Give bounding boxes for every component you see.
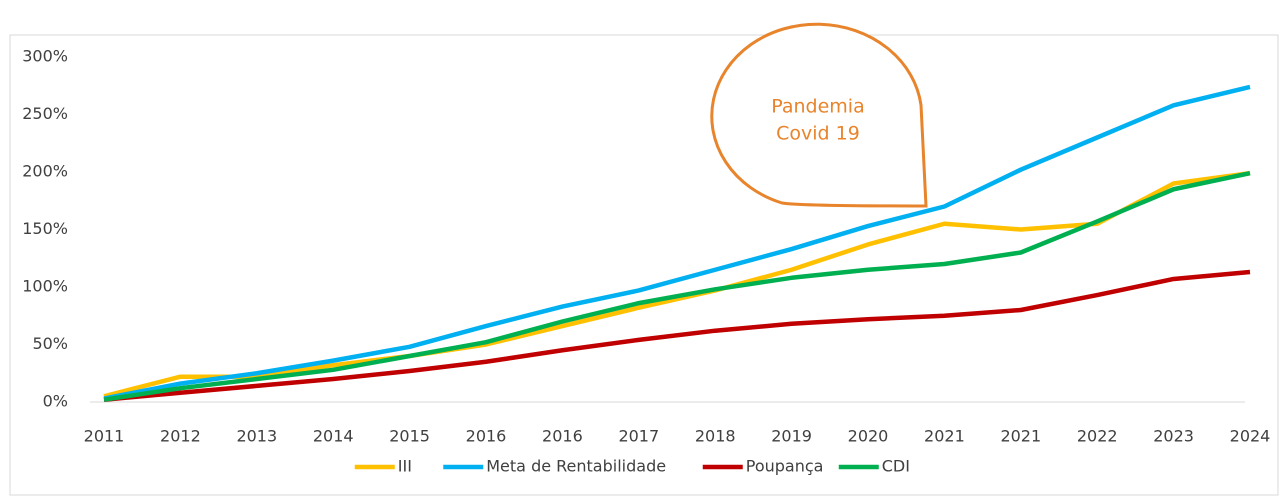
x-tick-label: 2018 xyxy=(695,427,736,446)
series-line xyxy=(103,84,1251,401)
annotation-text: Pandemia xyxy=(771,96,864,118)
series-line xyxy=(103,170,1251,399)
annotation-text: Covid 19 xyxy=(776,123,860,145)
x-tick-label: 2011 xyxy=(84,427,125,446)
x-tick-label: 2012 xyxy=(160,427,201,446)
x-tick-label: 2019 xyxy=(771,427,812,446)
y-tick-label: 50% xyxy=(32,334,68,353)
legend-label: Poupança xyxy=(746,457,824,476)
legend-label: CDI xyxy=(882,457,910,476)
x-tick-label: 2016 xyxy=(542,427,583,446)
x-tick-label: 2023 xyxy=(1153,427,1194,446)
x-tick-label: 2020 xyxy=(848,427,889,446)
y-tick-label: 150% xyxy=(22,219,68,238)
annotation-bubble xyxy=(710,22,928,208)
x-tick-label: 2013 xyxy=(236,427,277,446)
y-tick-label: 0% xyxy=(43,392,68,411)
series-line xyxy=(103,170,1251,402)
x-tick-label: 2015 xyxy=(389,427,430,446)
legend-label: III xyxy=(398,457,412,476)
legend-label: Meta de Rentabilidade xyxy=(486,457,666,476)
x-tick-label: 2014 xyxy=(313,427,354,446)
x-tick-label: 2021 xyxy=(924,427,965,446)
series-line xyxy=(103,269,1251,402)
chart-frame xyxy=(9,34,1279,496)
x-tick-label: 2024 xyxy=(1230,427,1271,446)
y-tick-label: 200% xyxy=(22,162,68,181)
y-tick-label: 300% xyxy=(22,47,68,66)
x-tick-label: 2022 xyxy=(1077,427,1118,446)
y-tick-label: 100% xyxy=(22,277,68,296)
x-tick-label: 2021 xyxy=(1000,427,1041,446)
x-tick-label: 2016 xyxy=(466,427,507,446)
x-tick-label: 2017 xyxy=(618,427,659,446)
y-tick-label: 250% xyxy=(22,104,68,123)
